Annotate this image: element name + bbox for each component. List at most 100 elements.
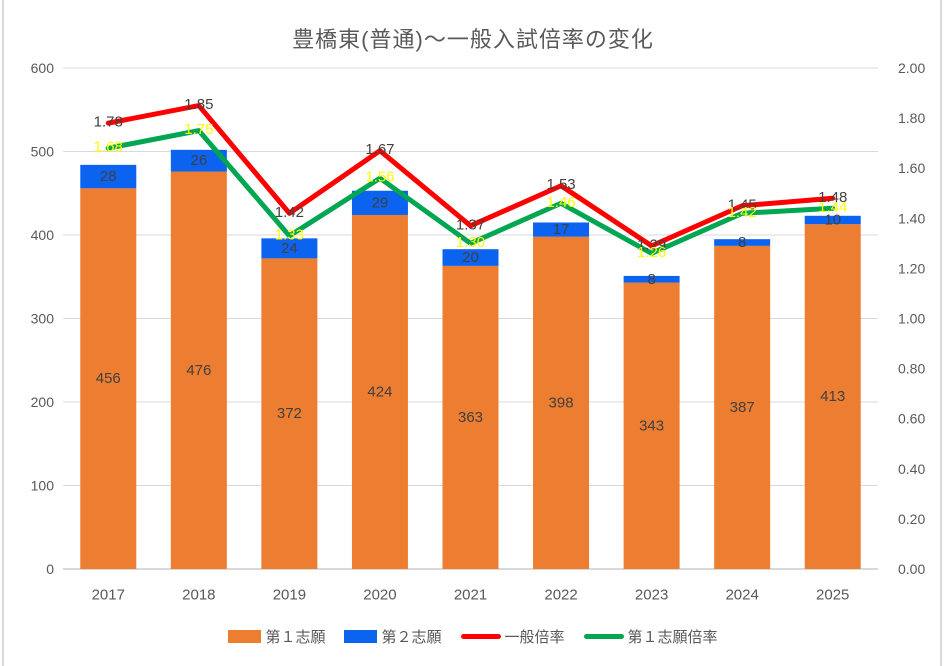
line-label-general-ratio: 1.85 <box>184 96 213 113</box>
legend-item-general-ratio[interactable]: 一般倍率 <box>460 626 565 647</box>
bar-segment-second-choice <box>623 275 680 283</box>
first-choice-ratio-line-swatch-icon <box>583 633 624 639</box>
right-axis-tick-label: 0.80 <box>898 361 925 377</box>
legend-label-first-choice: 第１志願 <box>265 628 326 646</box>
bar-segment-first-choice <box>170 171 227 570</box>
bar-label-second-choice: 20 <box>462 249 479 266</box>
line-label-first-choice-ratio: 1.33 <box>275 226 304 243</box>
x-axis-label: 2023 <box>635 587 668 604</box>
bar-segment-second-choice <box>804 215 861 225</box>
bar-segment-first-choice <box>261 258 318 569</box>
right-axis-tick-label: 1.40 <box>898 210 925 226</box>
line-first-choice-ratio <box>105 128 836 256</box>
chart-title: 豊橋東(普通)～一般入試倍率の変化 <box>292 27 654 52</box>
x-axis-label: 2019 <box>273 587 306 604</box>
bar-segment-first-choice <box>533 236 590 570</box>
line-label-first-choice-ratio: 1.75 <box>184 121 213 138</box>
bar-label-first-choice: 363 <box>458 409 483 426</box>
line-label-general-ratio: 1.78 <box>94 114 123 131</box>
bar-label-first-choice: 476 <box>186 362 211 379</box>
bar-label-first-choice: 413 <box>820 388 845 405</box>
x-axis-label: 2018 <box>182 587 215 604</box>
chart-right-border <box>940 0 942 666</box>
bar-segment-second-choice <box>351 190 408 215</box>
legend-item-first-choice[interactable]: 第１志願 <box>228 626 325 647</box>
bar-segment-first-choice <box>623 282 680 569</box>
right-axis-tick-label: 2.00 <box>898 60 925 76</box>
line-label-first-choice-ratio: 1.44 <box>818 199 847 216</box>
right-axis-tick-label: 0.20 <box>898 511 925 527</box>
legend-label-second-choice: 第２志願 <box>381 628 442 646</box>
line-label-general-ratio: 1.42 <box>275 204 304 221</box>
line-label-general-ratio: 1.53 <box>546 176 575 193</box>
chart-legend: 第１志願 第２志願 一般倍率 第１志願倍率 <box>0 623 946 649</box>
bar-label-first-choice: 343 <box>639 417 664 434</box>
bar-label-first-choice: 387 <box>730 399 755 416</box>
right-axis-tick-label: 1.60 <box>898 160 925 176</box>
left-axis-tick-label: 300 <box>31 311 55 327</box>
left-axis-tick-label: 0 <box>46 561 54 577</box>
bar-segment-second-choice <box>80 164 137 189</box>
bar-label-first-choice: 372 <box>277 405 302 422</box>
right-axis-tick-label: 0.40 <box>898 461 925 477</box>
right-axis-tick-label: 1.00 <box>898 311 925 327</box>
right-axis-tick-label: 0.60 <box>898 411 925 427</box>
right-axis-tick-label: 0.00 <box>898 561 925 577</box>
first-choice-swatch-icon <box>228 629 262 643</box>
line-label-first-choice-ratio: 1.42 <box>728 204 757 221</box>
bar-label-second-choice: 8 <box>647 271 655 288</box>
bar-label-first-choice: 424 <box>367 383 392 400</box>
bar-label-second-choice: 26 <box>190 152 207 169</box>
bar-label-second-choice: 17 <box>553 221 570 238</box>
bar-label-second-choice: 8 <box>738 234 746 251</box>
legend-label-first-choice-ratio: 第１志願倍率 <box>627 628 718 646</box>
bar-segment-second-choice <box>442 249 499 266</box>
legend-label-general-ratio: 一般倍率 <box>504 628 565 646</box>
legend-item-second-choice[interactable]: 第２志願 <box>344 626 442 647</box>
bar-segment-second-choice <box>170 149 227 172</box>
bar-segment-second-choice <box>533 222 590 237</box>
line-label-general-ratio: 1.37 <box>456 216 485 233</box>
line-general-ratio <box>105 103 836 249</box>
bar-segment-first-choice <box>351 214 408 569</box>
left-axis-tick-label: 600 <box>31 60 55 76</box>
bar-segment-first-choice <box>442 265 499 569</box>
bar-label-first-choice: 456 <box>96 370 121 387</box>
bar-segment-second-choice <box>714 239 771 246</box>
right-axis-tick-label: 1.20 <box>898 260 925 276</box>
x-axis-label: 2020 <box>363 587 396 604</box>
chart-left-border <box>2 0 4 666</box>
bar-label-second-choice: 24 <box>281 240 298 257</box>
x-axis-label: 2024 <box>725 587 758 604</box>
line-label-general-ratio: 1.48 <box>818 189 847 206</box>
bar-segment-first-choice <box>714 245 771 570</box>
x-axis-label: 2021 <box>454 587 487 604</box>
bar-label-second-choice: 28 <box>100 168 117 185</box>
bar-label-second-choice: 10 <box>824 211 841 228</box>
legend-item-first-choice-ratio[interactable]: 第１志願倍率 <box>583 626 718 647</box>
x-axis-label: 2025 <box>816 587 849 604</box>
line-label-first-choice-ratio: 1.56 <box>365 169 394 186</box>
general-ratio-line-swatch-icon <box>460 633 501 639</box>
left-axis-tick-label: 500 <box>31 144 55 160</box>
bar-segment-first-choice <box>804 224 861 569</box>
x-axis-label: 2022 <box>544 587 577 604</box>
second-choice-swatch-icon <box>344 629 378 643</box>
line-label-general-ratio: 1.67 <box>365 141 394 158</box>
left-axis-tick-label: 400 <box>31 227 55 243</box>
bar-segment-second-choice <box>261 238 318 259</box>
right-axis-tick-label: 1.80 <box>898 110 925 126</box>
left-axis-tick-label: 200 <box>31 394 55 410</box>
line-label-general-ratio: 1.29 <box>637 236 666 253</box>
bar-label-second-choice: 29 <box>372 194 389 211</box>
line-label-general-ratio: 1.45 <box>728 196 757 213</box>
line-label-first-choice-ratio: 1.30 <box>456 234 485 251</box>
left-axis-tick-label: 100 <box>31 478 55 494</box>
x-axis-label: 2017 <box>92 587 125 604</box>
bar-label-first-choice: 398 <box>549 394 574 411</box>
line-label-first-choice-ratio: 1.26 <box>637 244 666 261</box>
line-label-first-choice-ratio: 1.68 <box>94 139 123 156</box>
bar-segment-first-choice <box>80 188 137 570</box>
line-label-first-choice-ratio: 1.46 <box>546 194 575 211</box>
